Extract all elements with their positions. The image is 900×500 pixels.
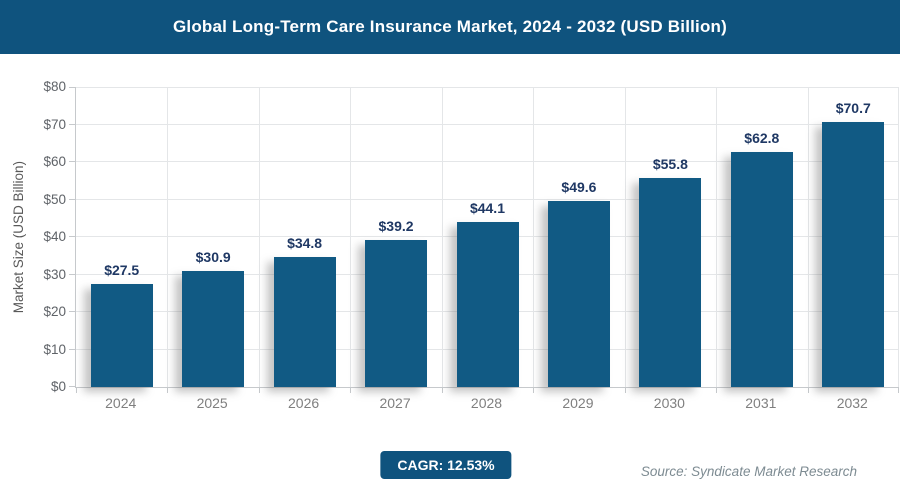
x-axis-label: 2026 — [288, 395, 320, 411]
bar-2025 — [182, 271, 245, 387]
y-gridline — [76, 161, 899, 162]
y-axis-tick-label: $40 — [43, 229, 66, 244]
x-gridline — [167, 87, 168, 387]
x-axis-label: 2032 — [836, 395, 868, 411]
chart-title-bar: Global Long-Term Care Insurance Market, … — [0, 0, 900, 54]
bar-value-label: $27.5 — [104, 261, 140, 278]
bar-value-label: $34.8 — [287, 234, 323, 251]
bar-2028 — [456, 221, 519, 387]
y-axis-tick-label: $70 — [43, 116, 66, 132]
x-axis-label: 2024 — [105, 395, 137, 411]
bar-2024 — [90, 283, 153, 387]
bar-value-label: $44.1 — [469, 199, 505, 216]
y-tick — [69, 198, 76, 200]
x-tick — [533, 388, 534, 393]
x-axis-label: 2031 — [745, 395, 777, 411]
x-gridline — [716, 87, 717, 387]
x-gridline — [442, 87, 443, 387]
cagr-badge: CAGR: 12.53% — [380, 451, 512, 479]
y-gridline — [76, 123, 899, 125]
y-axis-tick-label: $60 — [43, 154, 66, 169]
bar-2030 — [639, 177, 702, 387]
x-tick — [716, 388, 717, 393]
bar-2029 — [547, 201, 610, 387]
x-axis-tick-labels: 2024 2025 2026 2027 2028 2029 2030 2031 2032 — [75, 395, 898, 415]
x-axis-label: 2029 — [562, 395, 594, 411]
x-gridline — [259, 87, 260, 387]
bar-value-label: $62.8 — [744, 129, 780, 146]
bar-value-label: $39.2 — [378, 218, 414, 234]
y-axis-tick-label: $30 — [43, 266, 66, 282]
y-gridline — [76, 87, 899, 88]
y-tick — [69, 123, 76, 125]
x-gridline — [533, 87, 534, 387]
x-gridline — [808, 87, 809, 387]
bar-value-label: $30.9 — [195, 249, 231, 266]
bar-2031 — [730, 151, 793, 387]
plot-area: $27.5 $30.9 $34.8 $39.2 $44.1 $49.6 $55.8 $62.8… — [69, 87, 899, 393]
x-axis-label: 2025 — [196, 395, 228, 411]
bar-2026 — [273, 256, 336, 387]
y-axis-tick-label: $20 — [43, 304, 66, 319]
x-tick — [442, 388, 443, 393]
y-tick — [69, 348, 76, 350]
y-axis-tick-label: $0 — [50, 379, 66, 394]
x-gridline — [625, 87, 626, 387]
y-tick — [69, 311, 76, 312]
bar-value-label: $49.6 — [561, 179, 597, 195]
y-tick — [69, 273, 76, 275]
bar-2027 — [365, 240, 428, 387]
y-tick — [69, 161, 76, 162]
y-tick — [69, 386, 76, 387]
source-attribution: Source: Syndicate Market Research — [640, 464, 857, 479]
x-tick — [808, 388, 809, 393]
x-tick — [350, 388, 351, 393]
bar-2032 — [822, 121, 885, 387]
x-gridline — [898, 87, 899, 387]
x-tick — [167, 388, 168, 393]
x-axis-label: 2030 — [653, 395, 685, 411]
y-axis-tick-labels: $0 $10 $20 $30 $40 $50 $60 $70 $80 — [0, 79, 66, 394]
x-axis-label: 2027 — [379, 395, 411, 411]
bar-value-label: $55.8 — [652, 155, 688, 172]
y-axis-tick-label: $10 — [43, 341, 66, 357]
bar-value-label: $70.7 — [835, 99, 871, 116]
y-tick — [69, 87, 76, 88]
y-gridline — [76, 198, 899, 200]
chart-title: Global Long-Term Care Insurance Market, … — [173, 17, 727, 36]
x-gridline — [350, 87, 351, 387]
x-tick — [259, 388, 260, 393]
y-axis-tick-label: $50 — [43, 191, 66, 207]
y-axis-tick-label: $80 — [43, 79, 66, 94]
x-axis-label: 2028 — [470, 395, 503, 411]
x-tick — [625, 388, 626, 393]
x-tick — [76, 388, 77, 393]
x-tick — [898, 388, 899, 393]
y-tick — [69, 236, 76, 237]
